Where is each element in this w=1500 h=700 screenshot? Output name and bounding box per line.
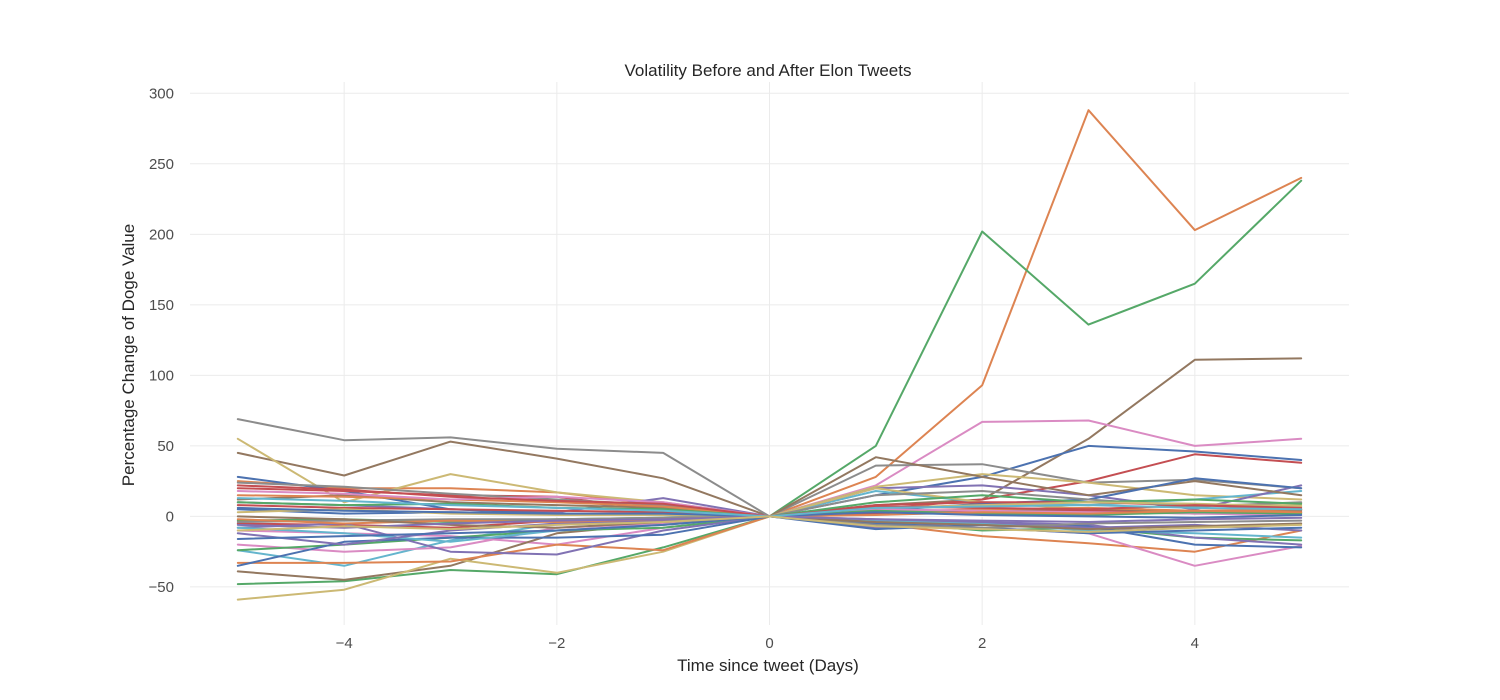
x-tick-label: −2: [548, 635, 565, 652]
y-tick-label: −50: [149, 579, 174, 596]
y-tick-label: 150: [149, 297, 174, 314]
series-line-38: [236, 515, 1303, 533]
x-tick-label: 4: [1191, 635, 1199, 652]
x-axis-ticks: −4 −2 0 2 4: [336, 635, 1199, 652]
y-tick-label: 300: [149, 85, 174, 102]
x-axis-label: Time since tweet (Days): [677, 656, 859, 675]
y-axis-ticks: −50 0 50 100 150 200 250 300: [149, 85, 174, 596]
series-layer: [236, 109, 1303, 601]
x-tick-label: 2: [978, 635, 986, 652]
y-tick-label: 100: [149, 367, 174, 384]
grid: [190, 82, 1349, 625]
chart-title: Volatility Before and After Elon Tweets: [625, 61, 912, 80]
y-tick-label: 50: [157, 438, 174, 455]
x-tick-label: −4: [336, 635, 353, 652]
y-tick-label: 200: [149, 226, 174, 243]
y-tick-label: 0: [166, 508, 174, 525]
y-tick-label: 250: [149, 156, 174, 173]
x-tick-label: 0: [765, 635, 773, 652]
y-axis-label: Percentage Change of Doge Value: [119, 224, 138, 486]
